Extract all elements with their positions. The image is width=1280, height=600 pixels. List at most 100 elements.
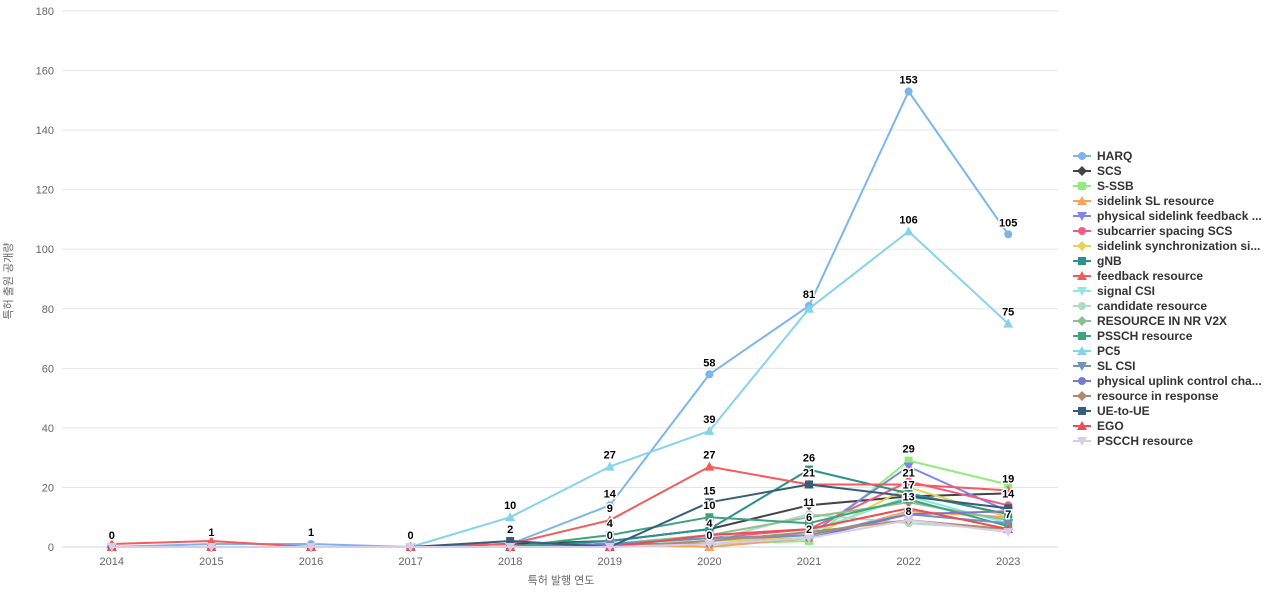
legend-label: resource in response [1097, 388, 1219, 403]
legend-item[interactable]: sidelink SL resource [1072, 193, 1262, 208]
data-label: 1 [208, 527, 214, 539]
x-axis-title: 특허 발행 연도 [527, 575, 595, 587]
series-marker [705, 370, 714, 379]
data-label: 27 [604, 450, 616, 462]
data-label: 0 [706, 530, 712, 542]
legend-marker-square-icon [1073, 406, 1091, 415]
series-marker [903, 503, 914, 513]
series-marker [804, 524, 814, 534]
y-tick-label: 100 [36, 244, 54, 256]
legend-marker-diamond-icon [1073, 390, 1091, 401]
legend-symbol [1077, 211, 1087, 221]
legend-item[interactable]: S-SSB [1072, 178, 1262, 193]
series-marker [704, 461, 715, 471]
y-tick-label: 80 [42, 304, 54, 316]
legend-label: physical sidelink feedback ... [1097, 208, 1262, 223]
data-label: 106 [899, 214, 917, 226]
legend-item[interactable]: HARQ [1072, 148, 1262, 163]
x-tick-label: 2015 [199, 556, 223, 568]
data-label: 15 [703, 485, 715, 497]
x-tick-label: 2021 [797, 556, 821, 568]
series-marker [506, 537, 515, 546]
series-line [110, 465, 1010, 548]
y-tick-label: 140 [36, 125, 54, 137]
legend-label: SCS [1097, 163, 1122, 178]
legend-item[interactable]: subcarrier spacing SCS [1072, 223, 1262, 238]
legend-symbol [1077, 361, 1087, 371]
legend-label: HARQ [1097, 148, 1133, 163]
series-marker [704, 530, 715, 540]
legend-label: candidate resource [1097, 298, 1208, 313]
series-marker [904, 492, 913, 501]
data-label: 21 [902, 467, 914, 479]
x-tick-label: 2023 [996, 556, 1020, 568]
series-marker [903, 479, 914, 489]
series-marker [1004, 230, 1013, 239]
legend-item[interactable]: EGO [1072, 418, 1262, 433]
data-label: 14 [604, 488, 617, 500]
series-marker [505, 543, 516, 552]
data-label: 13 [902, 491, 914, 503]
x-tick-label: 2019 [598, 556, 622, 568]
legend-item[interactable]: physical uplink control cha... [1072, 373, 1262, 388]
legend-label: feedback resource [1097, 268, 1204, 283]
legend-item[interactable]: SCS [1072, 163, 1262, 178]
series-marker [405, 543, 416, 552]
y-tick-label: 20 [42, 482, 54, 494]
legend-item[interactable]: feedback resource [1072, 268, 1262, 283]
y-tick-label: 120 [36, 185, 54, 197]
legend-item[interactable]: UE-to-UE [1072, 403, 1262, 418]
legend-item[interactable]: RESOURCE IN NR V2X [1072, 313, 1262, 328]
legend-label: RESOURCE IN NR V2X [1097, 313, 1228, 328]
series-marker [604, 461, 615, 471]
data-label: 105 [999, 217, 1017, 229]
legend-marker-triangle-down-icon [1073, 436, 1091, 446]
legend-marker-triangle-icon [1073, 270, 1091, 280]
series-marker [805, 465, 813, 474]
legend-symbol [1078, 376, 1086, 385]
series-marker [605, 501, 614, 510]
series-line [110, 519, 1010, 548]
legend-item[interactable]: signal CSI [1072, 283, 1262, 298]
series-marker [1004, 504, 1013, 513]
series-marker [904, 456, 913, 465]
data-label: 0 [109, 530, 115, 542]
legend-item[interactable]: PSSCH resource [1072, 328, 1262, 343]
legend-marker-triangle-down-icon [1073, 361, 1091, 371]
legend-symbol [1077, 240, 1087, 251]
data-label: 26 [803, 453, 815, 465]
legend-symbol [1078, 181, 1086, 190]
data-label: 2 [507, 524, 513, 536]
legend-label: gNB [1097, 253, 1122, 268]
legend-symbol [1077, 195, 1087, 205]
legend-symbol [1078, 226, 1086, 235]
legend-marker-diamond-icon [1073, 165, 1091, 176]
legend-item[interactable]: resource in response [1072, 388, 1262, 403]
legend-symbol [1078, 331, 1086, 340]
legend-marker-triangle-icon [1073, 345, 1091, 355]
legend-symbol [1078, 301, 1086, 310]
legend-item[interactable]: sidelink synchronization si... [1072, 238, 1262, 253]
y-tick-label: 0 [48, 542, 54, 554]
legend-label: SL CSI [1097, 358, 1136, 373]
legend-item[interactable]: candidate resource [1072, 298, 1262, 313]
legend-symbol [1078, 151, 1086, 160]
legend-item[interactable]: PSCCH resource [1072, 433, 1262, 448]
y-axis-title: 특허 출원 공개량 [3, 242, 15, 320]
x-tick-label: 2018 [498, 556, 522, 568]
legend-label: subcarrier spacing SCS [1097, 223, 1233, 238]
data-label: 29 [902, 444, 914, 456]
data-label: 4 [706, 518, 713, 530]
legend-label: UE-to-UE [1097, 403, 1150, 418]
legend-label: PC5 [1097, 343, 1121, 358]
legend-item[interactable]: physical sidelink feedback ... [1072, 208, 1262, 223]
y-tick-label: 60 [42, 363, 54, 375]
legend-label: EGO [1097, 418, 1124, 433]
legend-item[interactable]: PC5 [1072, 343, 1262, 358]
legend-marker-square-icon [1073, 256, 1091, 265]
data-label: 27 [703, 450, 715, 462]
legend-item[interactable]: gNB [1072, 253, 1262, 268]
legend-marker-triangle-down-icon [1073, 286, 1091, 296]
legend-symbol [1077, 436, 1087, 446]
legend-item[interactable]: SL CSI [1072, 358, 1262, 373]
